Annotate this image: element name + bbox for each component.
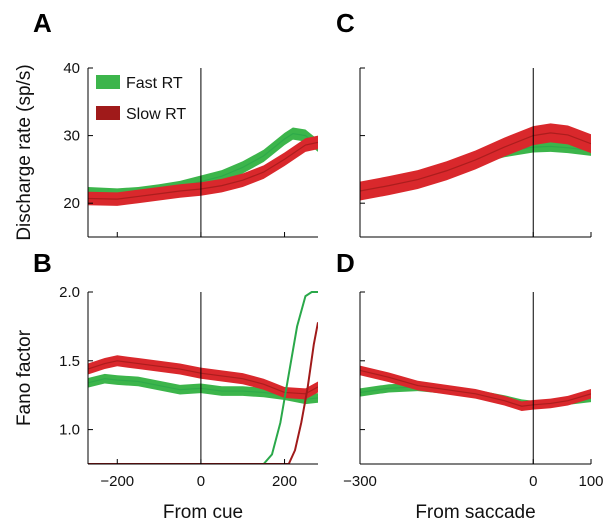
- x-tick-label: −200: [100, 473, 134, 490]
- slow-rt-band: [88, 355, 318, 400]
- fast-rt-distribution-line: [88, 291, 318, 464]
- panel-letter-a: A: [33, 8, 52, 38]
- slow-rt-distribution-line: [88, 322, 318, 464]
- x-tick-label: −300: [343, 473, 377, 490]
- slow-rt-mean-line: [360, 132, 591, 192]
- panel-b: B 1.0 1.5 2.0 −200 0 200 From cue Fano factor: [14, 248, 318, 523]
- x-tick-label: 0: [197, 473, 205, 490]
- slow-rt-band: [360, 123, 591, 201]
- plot-area: [88, 127, 318, 206]
- x-tick-label: 100: [578, 473, 603, 490]
- plot-area: [360, 365, 591, 412]
- slow-rt-band: [88, 135, 318, 206]
- y-tick-label: 40: [63, 60, 80, 77]
- plot-area: [360, 123, 591, 201]
- plot-area: [88, 291, 318, 464]
- fast-rt-legend-swatch: [96, 75, 120, 89]
- x-tick-label: 0: [529, 473, 537, 490]
- panel-a: A 20 30 40 Discharge rate (sp/s) Fast RT Slow …: [14, 8, 318, 241]
- y-tick-label: 30: [63, 128, 80, 145]
- y-tick-label: 1.5: [59, 353, 80, 370]
- x-tick-label: 200: [272, 473, 297, 490]
- slow-rt-legend-swatch: [96, 106, 120, 120]
- panel-letter-b: B: [33, 248, 52, 278]
- fast-rt-legend-label: Fast RT: [126, 75, 183, 92]
- panel-letter-c: C: [336, 8, 355, 38]
- x-axis-title: From cue: [163, 502, 243, 523]
- y-tick-label: 2.0: [59, 284, 80, 301]
- y-axis-title: Discharge rate (sp/s): [14, 64, 35, 240]
- slow-rt-legend-label: Slow RT: [126, 106, 186, 123]
- y-tick-label: 1.0: [59, 422, 80, 439]
- y-axis-title: Fano factor: [14, 329, 35, 426]
- slow-rt-mean-line: [88, 141, 318, 200]
- slow-rt-mean-line: [360, 369, 591, 407]
- x-axis-title: From saccade: [415, 502, 535, 523]
- panel-letter-d: D: [336, 248, 355, 278]
- legend: Fast RT Slow RT: [96, 75, 186, 123]
- panel-d: D −300 0 100 From saccade: [336, 248, 604, 523]
- y-tick-label: 20: [63, 195, 80, 212]
- panel-c: C: [336, 8, 592, 238]
